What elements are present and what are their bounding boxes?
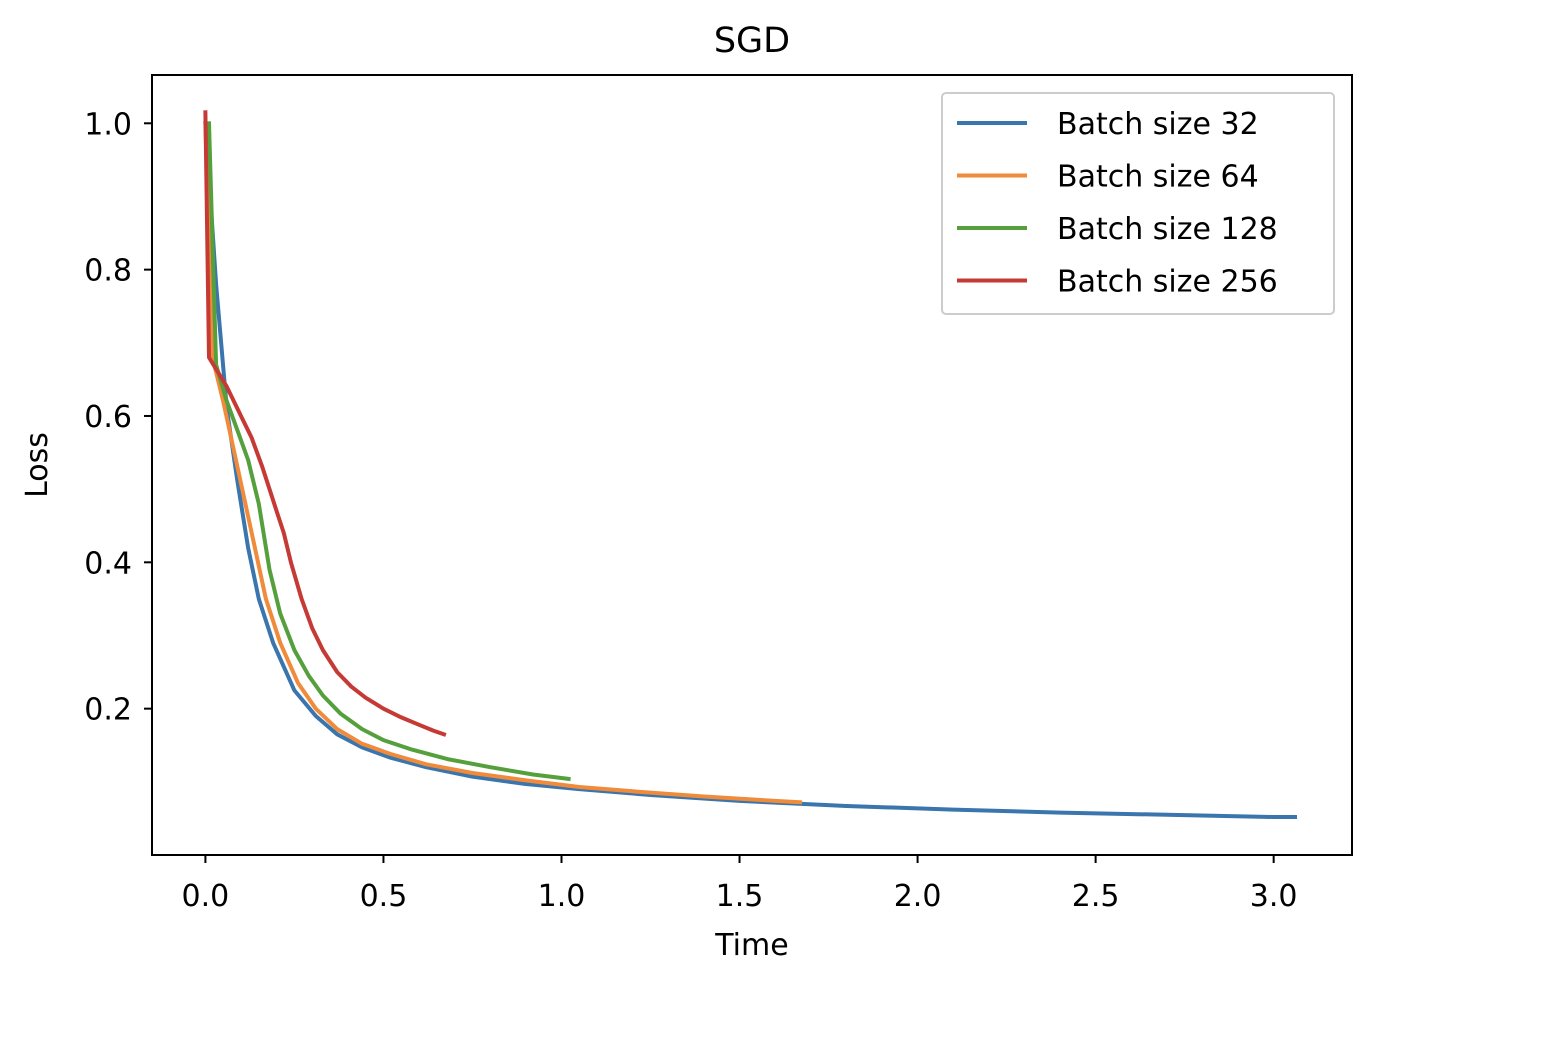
y-tick-label: 0.6 bbox=[84, 400, 132, 435]
series-line-4 bbox=[203, 110, 447, 737]
legend-label-3: Batch size 128 bbox=[1057, 212, 1278, 247]
series-line-3 bbox=[206, 121, 571, 782]
y-tick-label: 1.0 bbox=[84, 107, 132, 142]
y-tick-label: 0.8 bbox=[84, 254, 132, 289]
plot-frame bbox=[151, 74, 1353, 856]
chart-title: SGD bbox=[714, 21, 790, 61]
x-tick-label: 3.0 bbox=[1250, 879, 1298, 914]
x-axis-title: Time bbox=[714, 928, 788, 963]
series-line-1 bbox=[203, 121, 1297, 819]
y-tick-label: 0.2 bbox=[84, 693, 132, 728]
x-tick-label: 1.5 bbox=[716, 879, 764, 914]
plot-lines bbox=[203, 110, 1297, 819]
legend-label-1: Batch size 32 bbox=[1057, 107, 1259, 142]
legend-label-4: Batch size 256 bbox=[1057, 265, 1278, 300]
y-axis-title: Loss bbox=[20, 432, 55, 498]
x-tick-label: 0.0 bbox=[182, 879, 230, 914]
x-tick-label: 0.5 bbox=[360, 879, 408, 914]
x-tick-label: 1.0 bbox=[538, 879, 586, 914]
legend-box bbox=[941, 92, 1335, 315]
y-tick-label: 0.4 bbox=[84, 546, 132, 581]
y-axis: 0.2 0.4 0.6 0.8 1.0 bbox=[84, 107, 152, 728]
x-tick-label: 2.0 bbox=[894, 879, 942, 914]
legend: Batch size 32 Batch size 64 Batch size 128… bbox=[941, 92, 1335, 315]
x-tick-label: 2.5 bbox=[1072, 879, 1120, 914]
x-axis: 0.0 0.5 1.0 1.5 2.0 2.5 3.0 bbox=[182, 855, 1298, 914]
series-line-2 bbox=[203, 121, 803, 805]
legend-label-2: Batch size 64 bbox=[1057, 160, 1259, 195]
